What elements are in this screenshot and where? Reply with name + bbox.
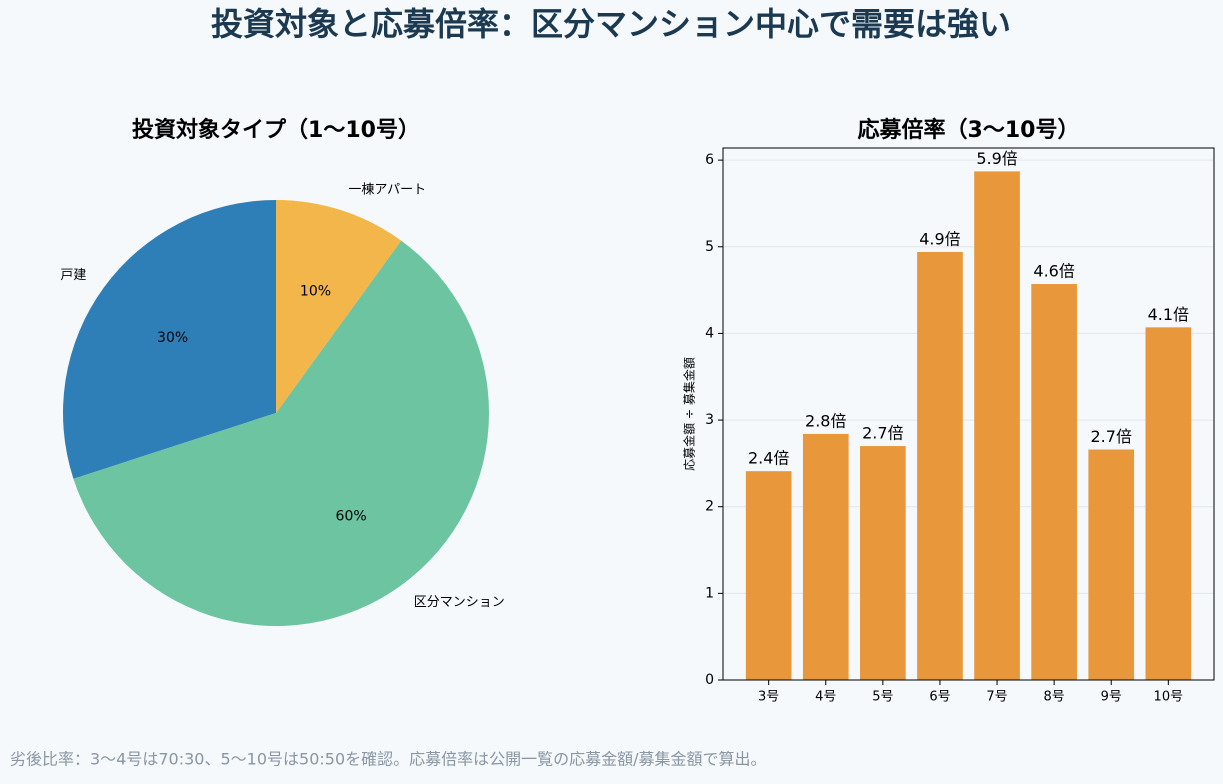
y-tick-label: 1 [705, 585, 714, 601]
y-tick-label: 3 [705, 412, 714, 428]
chart-title: 投資対象タイプ（1〜10号） [132, 117, 420, 143]
x-tick-label: 10号 [1154, 690, 1184, 705]
bar [1145, 327, 1192, 680]
slice-value-label: 60% [336, 508, 367, 524]
y-tick-label: 4 [705, 325, 714, 341]
x-tick-label: 8号 [1043, 690, 1064, 705]
bar [802, 433, 849, 680]
plot-frame [722, 147, 1215, 681]
bar [917, 251, 963, 680]
x-tick-label: 6号 [929, 690, 950, 705]
page-title: 投資対象と応募倍率：区分マンション中心で需要は強い [211, 5, 1011, 43]
y-tick-label: 5 [705, 239, 714, 255]
y-tick-label: 6 [705, 152, 714, 168]
bar-value-label: 4.9倍 [919, 229, 960, 248]
bar-value-label: 2.7倍 [862, 424, 903, 443]
y-tick-label: 0 [705, 672, 714, 688]
x-tick-label: 9号 [1101, 690, 1122, 705]
x-tick-label: 4号 [815, 690, 836, 705]
y-axis-label: 応募金額 ÷ 募集金額 [682, 357, 697, 471]
slice-label: 区分マンション [414, 595, 505, 610]
x-tick-label: 7号 [986, 690, 1007, 705]
bar [1031, 284, 1077, 680]
bar [860, 446, 906, 680]
slice-label: 戸建 [60, 268, 86, 283]
bar-value-label: 4.6倍 [1033, 262, 1074, 281]
bar [1088, 449, 1135, 680]
footnote: 劣後比率：3〜4号は70:30、5〜10号は50:50を確認。応募倍率は公開一覧… [10, 750, 767, 769]
chart-title: 応募倍率（3〜10号） [858, 117, 1080, 143]
bar [745, 471, 792, 680]
slice-value-label: 30% [157, 330, 188, 346]
pie-slice [62, 200, 277, 479]
x-tick-label: 5号 [872, 690, 893, 705]
slice-label: 一棟アパート [348, 183, 426, 198]
x-tick-label: 3号 [758, 690, 779, 705]
bar-value-label: 2.4倍 [748, 449, 789, 468]
bar-value-label: 2.7倍 [1091, 427, 1132, 446]
y-tick-label: 2 [705, 499, 714, 515]
bar-value-label: 4.1倍 [1148, 305, 1189, 324]
slice-value-label: 10% [300, 283, 331, 299]
bar-value-label: 2.8倍 [805, 411, 846, 430]
bar [974, 171, 1020, 680]
bar-value-label: 5.9倍 [976, 149, 1017, 168]
pie-slice [276, 200, 402, 413]
pie-slice [73, 240, 490, 626]
